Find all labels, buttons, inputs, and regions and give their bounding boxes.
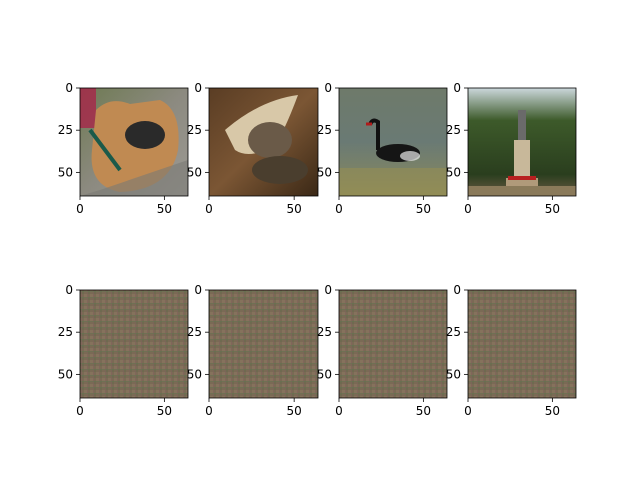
y-tick-label: 50 [187, 165, 202, 179]
y-tick-label: 50 [187, 367, 202, 381]
x-tick-label: 0 [464, 404, 472, 418]
x-tick-label: 50 [416, 404, 431, 418]
y-tick-label: 0 [453, 283, 461, 297]
x-tick-label: 50 [157, 202, 172, 216]
panel-generated-1 [79, 289, 189, 399]
y-tick-label: 25 [317, 123, 332, 137]
y-tick-label: 50 [317, 165, 332, 179]
y-tick-label: 25 [446, 123, 461, 137]
panel-swan [338, 87, 448, 197]
x-tick-label: 50 [157, 404, 172, 418]
panel-generated-2 [208, 289, 319, 399]
y-tick-label: 25 [58, 325, 73, 339]
x-tick-label: 50 [416, 202, 431, 216]
x-tick-label: 0 [76, 404, 84, 418]
y-tick-label: 50 [446, 165, 461, 179]
y-tick-label: 25 [317, 325, 332, 339]
axis-ticks: 0 50 0 25 50 0 50 0 25 50 0 50 0 25 50 0 50 0 25 50 0 50 0 25 50… [58, 81, 560, 418]
x-tick-label: 0 [464, 202, 472, 216]
x-tick-label: 50 [287, 202, 302, 216]
x-tick-label: 50 [545, 404, 560, 418]
y-tick-label: 50 [58, 165, 73, 179]
x-tick-label: 50 [545, 202, 560, 216]
y-tick-label: 0 [194, 283, 202, 297]
panel-dog [79, 87, 189, 197]
y-tick-label: 25 [187, 325, 202, 339]
x-tick-label: 0 [205, 404, 213, 418]
panel-bird-mud [208, 87, 319, 197]
x-tick-label: 50 [287, 404, 302, 418]
y-tick-label: 25 [446, 325, 461, 339]
y-tick-label: 0 [453, 81, 461, 95]
y-tick-label: 0 [324, 81, 332, 95]
x-tick-label: 0 [205, 202, 213, 216]
y-tick-label: 0 [194, 81, 202, 95]
y-tick-label: 0 [65, 283, 73, 297]
y-tick-label: 50 [58, 367, 73, 381]
panel-monument [467, 87, 577, 197]
x-tick-label: 0 [335, 404, 343, 418]
y-tick-label: 25 [187, 123, 202, 137]
panel-generated-3 [338, 289, 448, 399]
panel-generated-4 [467, 289, 577, 399]
y-tick-label: 0 [324, 283, 332, 297]
y-tick-label: 50 [317, 367, 332, 381]
y-tick-label: 0 [65, 81, 73, 95]
x-tick-label: 0 [76, 202, 84, 216]
y-tick-label: 50 [446, 367, 461, 381]
y-tick-label: 25 [58, 123, 73, 137]
x-tick-label: 0 [335, 202, 343, 216]
